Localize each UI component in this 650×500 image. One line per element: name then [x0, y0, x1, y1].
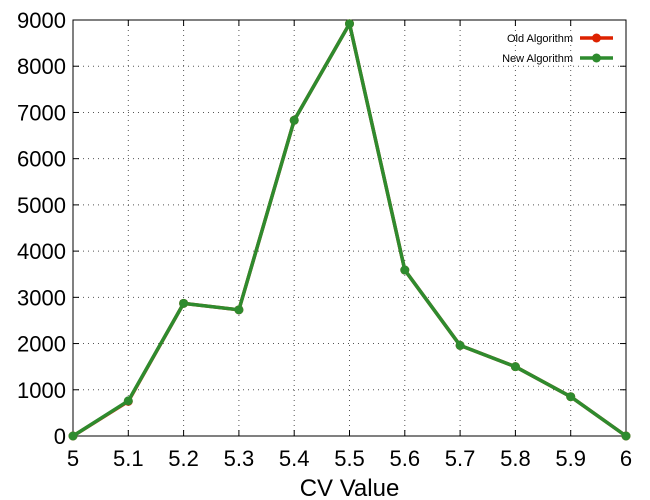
- data-point: [345, 19, 354, 29]
- x-tick-label: 5.9: [555, 446, 586, 471]
- x-tick-label: 6: [620, 446, 632, 471]
- y-tick-label: 0: [54, 424, 66, 449]
- x-tick-label: 5.1: [113, 446, 144, 471]
- data-point: [68, 431, 78, 441]
- y-tick-labels: 0 1000 2000 3000 4000 5000 6000 7000 8000 9000: [17, 8, 66, 449]
- data-point: [455, 340, 465, 350]
- x-tick-label: 5.7: [445, 446, 476, 471]
- data-point: [400, 265, 410, 275]
- y-tick-label: 4000: [17, 239, 66, 264]
- x-tick-labels: 5 5.1 5.2 5.3 5.4 5.5 5.6 5.7 5.8 5.9 6: [67, 446, 632, 471]
- legend-swatch-marker: [592, 53, 601, 63]
- y-tick-label: 7000: [17, 100, 66, 125]
- legend: Old Algorithm New Algorithm: [502, 33, 613, 65]
- axis-ticks: [72, 19, 627, 437]
- series-lines: [68, 19, 631, 441]
- grid: [73, 20, 626, 436]
- series-new-algorithm: [68, 19, 631, 441]
- y-tick-label: 2000: [17, 332, 66, 357]
- x-tick-label: 5.2: [168, 446, 199, 471]
- plot-frame: [72, 19, 627, 437]
- data-point: [123, 396, 133, 406]
- y-tick-label: 1000: [17, 378, 66, 403]
- y-tick-label: 5000: [17, 193, 66, 218]
- y-tick-label: 8000: [17, 54, 66, 79]
- legend-label: New Algorithm: [502, 53, 573, 65]
- x-tick-label: 5.6: [390, 446, 421, 471]
- y-tick-label: 3000: [17, 285, 66, 310]
- data-point: [621, 431, 631, 441]
- y-tick-label: 6000: [17, 147, 66, 172]
- x-tick-label: 5: [67, 446, 79, 471]
- x-tick-label: 5.3: [224, 446, 255, 471]
- data-point: [234, 305, 244, 315]
- x-tick-label: 5.4: [279, 446, 310, 471]
- data-point: [510, 362, 520, 372]
- data-point: [289, 115, 299, 125]
- legend-label: Old Algorithm: [507, 33, 573, 45]
- legend-swatch-marker: [592, 33, 601, 43]
- x-tick-label: 5.8: [500, 446, 531, 471]
- series-old-algorithm: [68, 19, 631, 441]
- y-tick-label: 9000: [17, 8, 66, 33]
- data-point: [566, 392, 576, 402]
- x-tick-label: 5.5: [334, 446, 365, 471]
- x-axis-title: CV Value: [300, 475, 400, 500]
- data-point: [179, 298, 189, 308]
